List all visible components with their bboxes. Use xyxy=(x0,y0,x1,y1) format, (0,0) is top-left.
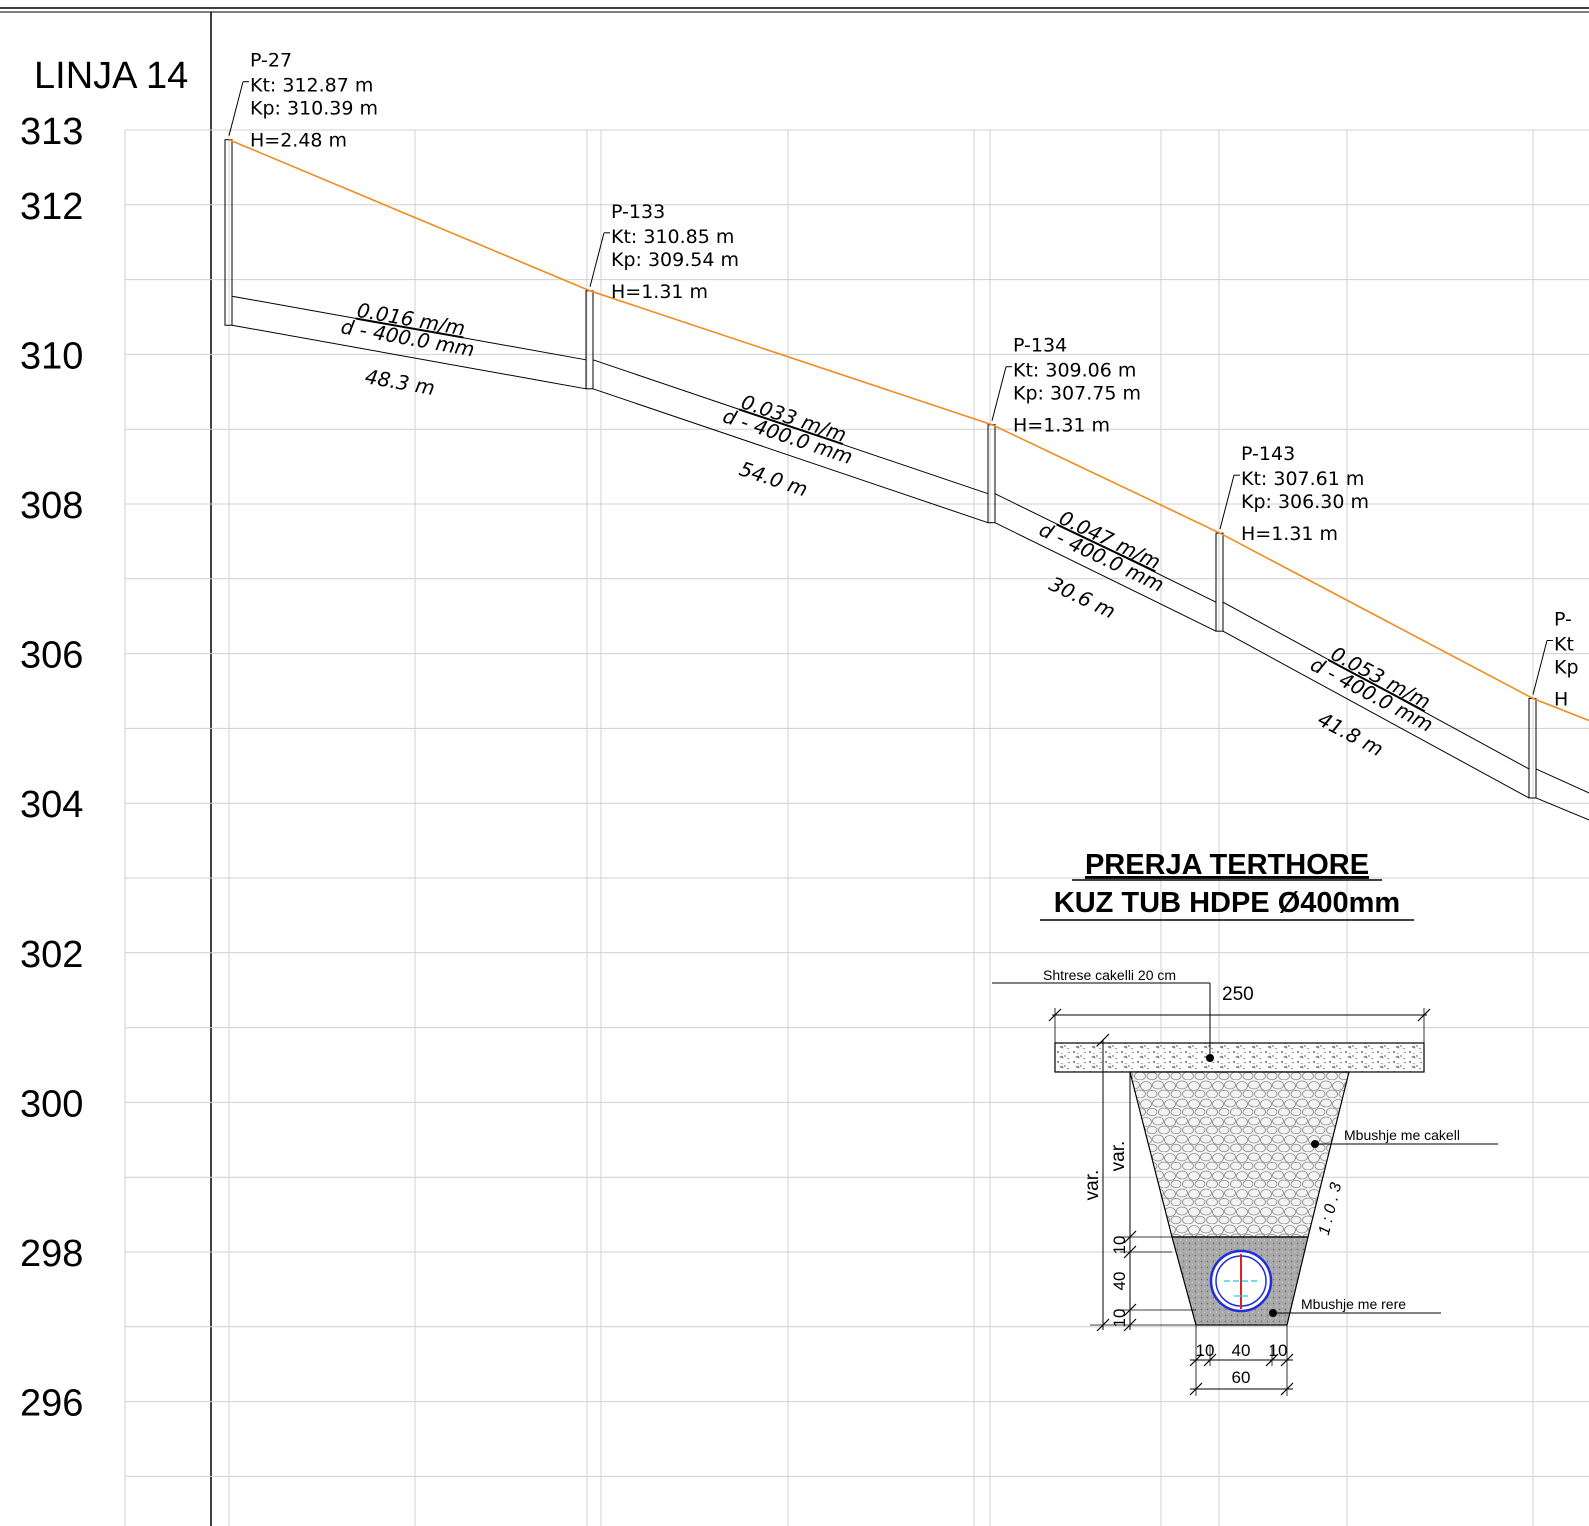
manhole-label-P-27: P-27 Kt: 312.87 mKp: 310.39 m H=2.48 m xyxy=(228,50,378,152)
leader-line xyxy=(589,232,605,287)
manhole-kp: Kp xyxy=(1554,656,1579,678)
segment-length: 30.6 m xyxy=(1045,572,1119,624)
pipe-section xyxy=(1209,1249,1273,1313)
drawing-frame xyxy=(0,7,1589,1526)
terrain-line xyxy=(228,138,1589,722)
elevation-tick-label: 313 xyxy=(20,111,83,153)
var-inner-label: var. xyxy=(1108,1141,1129,1172)
manhole-h: H xyxy=(1554,688,1568,710)
dim-vertical: var. var. 10 40 10 xyxy=(1082,1033,1196,1332)
leader-line xyxy=(228,81,244,136)
manhole-h: H=2.48 m xyxy=(250,130,347,152)
elevation-tick-label: 310 xyxy=(20,335,83,377)
label-sand-fill: Mbushje me rere xyxy=(1269,1296,1441,1317)
pipe-invert-line xyxy=(994,522,1217,632)
leader-line xyxy=(1532,640,1548,695)
manhole-id: P-133 xyxy=(611,201,665,223)
manhole-kt: Kt: 312.87 m xyxy=(250,75,373,97)
dim-40-vertical-label: 40 xyxy=(1110,1272,1129,1291)
elevation-tick-label: 312 xyxy=(20,186,83,228)
pipe-crown-line xyxy=(1222,601,1530,770)
cross-section-title-line1: PRERJA TERTHORE xyxy=(1085,849,1369,881)
elevation-tick-label: 296 xyxy=(20,1383,83,1425)
manhole-id: P- xyxy=(1554,608,1572,630)
manhole-label-P-134: P-134 Kt: 309.06 mKp: 307.75 m H=1.31 m xyxy=(991,335,1141,437)
dim-top-width: 250 xyxy=(1048,984,1431,1043)
gravel-layer-slab xyxy=(1054,1042,1425,1073)
leader-line xyxy=(991,366,1007,421)
manhole-id: P-27 xyxy=(250,50,292,72)
segment-length: 54.0 m xyxy=(736,456,810,501)
manhole-P-27 xyxy=(224,139,233,326)
dim-bottom-10-right-label: 10 xyxy=(1269,1341,1288,1360)
manhole-label-P-143: P-143 Kt: 307.61 mKp: 306.30 m H=1.31 m xyxy=(1219,443,1369,545)
dim-bottom-40-label: 40 xyxy=(1232,1341,1251,1360)
cross-section-title-line2: KUZ TUB HDPE Ø400mm xyxy=(1054,887,1400,919)
cross-section: PRERJA TERTHORE KUZ TUB HDPE Ø400mm Shtr… xyxy=(992,849,1498,1396)
leader-line xyxy=(1219,475,1235,530)
manhole-h: H=1.31 m xyxy=(611,281,708,303)
manhole-kp: Kp: 310.39 m xyxy=(250,98,378,120)
manhole-kp: Kp: 306.30 m xyxy=(1241,491,1369,513)
longitudinal-profile: P-27 Kt: 312.87 mKp: 310.39 m H=2.48 m P-13… xyxy=(224,50,1589,821)
manhole-P-134 xyxy=(987,424,996,524)
manhole-kp: Kp: 307.75 m xyxy=(1013,383,1141,405)
manhole-h: H=1.31 m xyxy=(1241,523,1338,545)
line-title: LINJA 14 xyxy=(34,55,188,97)
elevation-tick-label: 300 xyxy=(20,1083,83,1125)
label-gravel-fill: Mbushje me cakell xyxy=(1311,1127,1498,1148)
manhole-label-P-133: P-133 Kt: 310.85 mKp: 309.54 m H=1.31 m xyxy=(589,201,739,303)
gravel-fill-zone xyxy=(1129,1071,1350,1238)
manhole-kp: Kp: 309.54 m xyxy=(611,249,739,271)
elevation-axis: 313 312 310 308 306 304 302 300 298 296 xyxy=(20,111,83,1425)
pipe-invert-line xyxy=(592,388,989,524)
manhole-kt: Kt: 309.06 m xyxy=(1013,360,1136,382)
manhole-h: H=1.31 m xyxy=(1013,415,1110,437)
elevation-grid xyxy=(124,129,1589,1526)
elevation-tick-label: 306 xyxy=(20,635,83,677)
sand-fill-label: Mbushje me rere xyxy=(1301,1296,1406,1312)
elevation-tick-label: 308 xyxy=(20,485,83,527)
segment-length: 48.3 m xyxy=(363,364,436,400)
pipe-crown-line xyxy=(231,295,587,361)
pipe-crown-line xyxy=(994,493,1217,603)
pipe-invert-line xyxy=(1222,630,1530,799)
manhole-kt: Kt: 307.61 m xyxy=(1241,468,1364,490)
dim-bottom: 10 40 10 60 xyxy=(1189,1325,1294,1396)
pipe-crown-line xyxy=(1535,768,1589,794)
elevation-tick-label: 302 xyxy=(20,934,83,976)
pipe-invert-line xyxy=(231,324,587,390)
pipe-invert-line xyxy=(1535,797,1589,821)
label-gravel-layer: Shtrese cakelli 20 cm xyxy=(992,967,1214,1062)
dim-10-lower-label: 10 xyxy=(1110,1309,1129,1328)
manhole-id: P-143 xyxy=(1241,443,1295,465)
top-width-label: 250 xyxy=(1222,984,1254,1005)
dim-bottom-10-left-label: 10 xyxy=(1196,1341,1215,1360)
dim-10-upper-label: 10 xyxy=(1110,1236,1129,1255)
gravel-layer-label: Shtrese cakelli 20 cm xyxy=(1043,967,1176,983)
manhole-id: P-134 xyxy=(1013,335,1067,357)
gravel-fill-label: Mbushje me cakell xyxy=(1344,1127,1460,1143)
pipe-crown-line xyxy=(592,359,989,495)
manhole-kt: Kt xyxy=(1554,633,1574,655)
var-outer-label: var. xyxy=(1082,1170,1103,1201)
manhole-kt: Kt: 310.85 m xyxy=(611,226,734,248)
elevation-tick-label: 304 xyxy=(20,784,83,826)
elevation-tick-label: 298 xyxy=(20,1233,83,1275)
dim-bottom-60-label: 60 xyxy=(1232,1368,1251,1387)
